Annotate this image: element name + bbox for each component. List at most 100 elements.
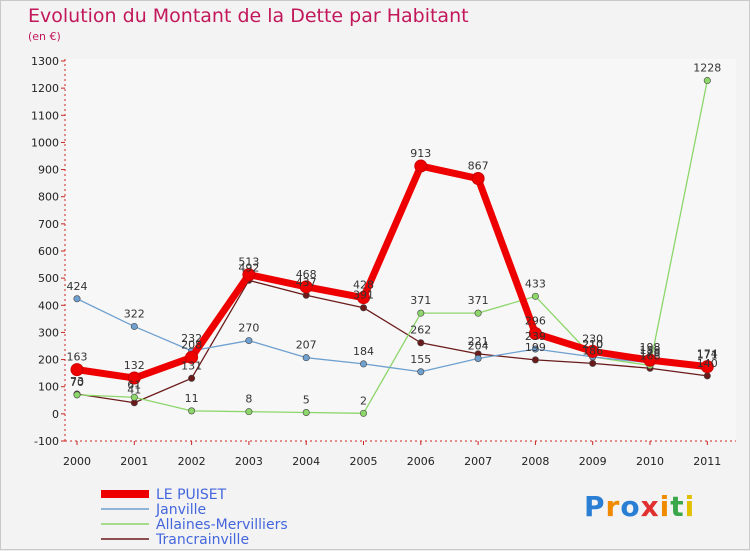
data-label: 70 [70,376,84,389]
y-tick-label: 200 [38,354,59,367]
data-label: 262 [410,324,431,337]
data-label: 11 [185,392,199,405]
data-point [417,309,425,317]
data-point [531,292,539,300]
data-label: 433 [525,277,546,290]
data-point [703,372,711,380]
data-point [474,354,482,362]
data-label: 428 [353,279,374,292]
y-tick-label: 900 [38,164,59,177]
data-point [188,407,196,415]
data-point [703,77,711,85]
x-tick-label: 2002 [178,455,206,468]
data-label: 131 [181,359,202,372]
y-tick-label: 100 [38,381,59,394]
y-tick-label: 400 [38,299,59,312]
data-label: 210 [582,338,603,351]
data-point [417,339,425,347]
series-line-0 [73,162,711,382]
data-label: 232 [181,332,202,345]
x-tick-label: 2001 [120,455,148,468]
data-label: 186 [582,344,603,357]
data-label: 208 [181,338,202,351]
data-point [417,368,425,376]
series-line-1 [76,298,708,373]
data-label: 391 [353,289,374,302]
data-label: 5 [303,394,310,407]
data-label: 437 [296,276,317,289]
data-label: 468 [296,268,317,281]
data-label: 1228 [693,62,721,75]
x-tick-label: 2009 [579,455,607,468]
data-point [73,295,81,303]
x-tick-label: 2004 [292,455,320,468]
data-label: 132 [124,359,145,372]
data-point [302,408,310,416]
plot-area [65,59,736,441]
y-tick-label: 600 [38,245,59,258]
data-label: 168 [640,349,661,362]
data-label: 207 [296,339,317,352]
data-point [245,337,253,345]
data-label: 230 [582,332,603,345]
data-label: 73 [70,375,84,388]
x-tick-label: 2000 [63,455,91,468]
data-point [185,350,199,364]
legend-label: Trancrainville [155,532,249,548]
data-point [700,360,714,374]
x-tick-label: 2011 [693,455,721,468]
data-label: 867 [468,160,489,173]
data-point [70,363,84,377]
series-line-3 [76,279,708,404]
data-label: 163 [67,351,88,364]
data-label: 424 [67,280,88,293]
y-tick-label: 0 [52,408,59,421]
data-point [474,309,482,317]
data-label: 61 [127,378,141,391]
data-point [471,172,485,186]
data-point [531,356,539,364]
data-point [130,393,138,401]
x-tick-label: 2007 [464,455,492,468]
data-label: 371 [410,294,431,307]
y-tick-label: 1300 [31,55,59,68]
data-point [414,159,428,173]
chart-title: Evolution du Montant de la Dette par Hab… [28,5,469,27]
data-label: 371 [468,294,489,307]
y-tick-label: 300 [38,326,59,339]
x-tick-label: 2010 [636,455,664,468]
data-label: 239 [525,330,546,343]
y-tick-label: 800 [38,191,59,204]
data-point [242,268,256,282]
data-point [359,360,367,368]
data-label: 270 [238,322,259,335]
data-point [357,291,370,305]
x-tick-label: 2006 [407,455,435,468]
data-point [359,304,367,312]
data-label: 322 [124,307,145,320]
x-tick-label: 2005 [350,455,378,468]
proxiti-logo: Proxiti [584,490,696,523]
data-point [531,345,539,353]
data-label: 204 [468,339,489,352]
data-label: 171 [697,348,718,361]
y-tick-label: 1000 [31,136,59,149]
x-tick-label: 2008 [521,455,549,468]
data-label: 178 [640,347,661,360]
legend-label: Allaines-Mervilliers [156,517,288,533]
y-tick-label: -100 [34,435,59,448]
data-point [188,374,196,382]
legend-label: LE PUISET [156,487,227,503]
data-point [127,371,141,385]
data-point [73,391,81,399]
data-point [589,359,597,367]
data-point [586,344,600,358]
data-label: 174 [697,348,718,361]
y-tick-label: 1100 [31,109,59,122]
data-label: 296 [525,315,546,328]
data-point [299,280,313,294]
data-label: 41 [127,384,141,397]
data-label: 492 [238,261,259,274]
